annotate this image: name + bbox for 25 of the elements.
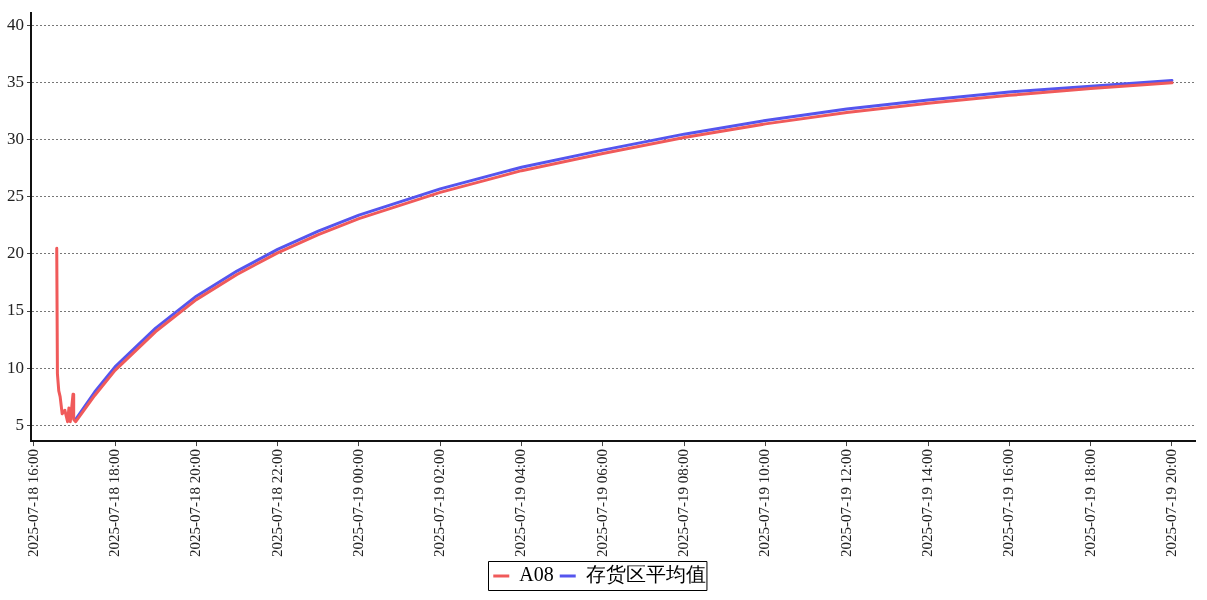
y-tick-label: 10: [7, 357, 24, 377]
y-tick-label: 5: [15, 414, 24, 434]
x-tick-label: 2025-07-19 00:00: [349, 449, 366, 558]
legend-label: 存货区平均值: [585, 563, 706, 586]
x-tick-label: 2025-07-18 18:00: [105, 449, 122, 558]
x-tick-label: 2025-07-18 22:00: [268, 449, 285, 558]
x-tick-label: 2025-07-19 18:00: [1081, 449, 1098, 558]
x-tick-label: 2025-07-19 14:00: [918, 449, 935, 558]
x-tick-label: 2025-07-19 12:00: [837, 449, 854, 558]
x-tick-label: 2025-07-18 20:00: [187, 449, 204, 558]
x-tick-label: 2025-07-19 10:00: [756, 449, 773, 558]
y-tick-label: 30: [7, 129, 24, 149]
y-tick-label: 20: [7, 243, 24, 263]
x-tick-label: 2025-07-19 04:00: [512, 449, 529, 558]
y-tick-label: 35: [7, 72, 24, 92]
x-tick-label: 2025-07-19 20:00: [1162, 449, 1179, 558]
y-tick-label: 25: [7, 186, 24, 206]
y-tick-label: 15: [7, 300, 24, 320]
x-tick-label: 2025-07-19 08:00: [675, 449, 692, 558]
x-tick-label: 2025-07-19 16:00: [1000, 449, 1017, 558]
y-tick-label: 40: [7, 15, 24, 35]
x-tick-label: 2025-07-18 16:00: [24, 449, 41, 558]
legend-label: A08: [519, 563, 554, 586]
x-tick-label: 2025-07-19 06:00: [593, 449, 610, 558]
x-tick-label: 2025-07-19 02:00: [431, 449, 448, 558]
